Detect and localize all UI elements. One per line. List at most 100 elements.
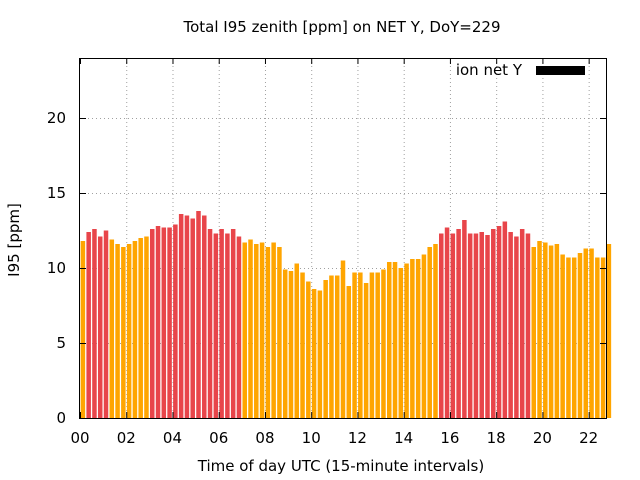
bar (566, 257, 571, 418)
bar (491, 229, 496, 418)
bar (439, 233, 444, 418)
bar (473, 233, 479, 418)
bar (242, 242, 247, 418)
x-tick-label: 08 (255, 429, 274, 447)
bar (138, 238, 143, 418)
bar (560, 254, 565, 418)
bar (317, 290, 323, 418)
grid (80, 58, 606, 418)
bar (433, 244, 438, 418)
bar (236, 236, 242, 418)
x-tick-label: 00 (70, 429, 89, 447)
bar (167, 227, 172, 418)
bar (375, 272, 380, 418)
bar (173, 224, 178, 418)
x-tick-label: 20 (533, 429, 552, 447)
bar (329, 275, 334, 418)
bar (508, 232, 513, 418)
bar (595, 257, 600, 418)
bar (462, 220, 467, 418)
bar (386, 262, 392, 418)
x-tick-label: 02 (117, 429, 136, 447)
bar (479, 232, 484, 418)
bar (600, 257, 606, 418)
bar (121, 247, 126, 418)
bar (485, 235, 490, 418)
bar (219, 229, 224, 418)
bar (300, 272, 305, 418)
bar (103, 230, 109, 418)
x-tick-label: 18 (487, 429, 506, 447)
bar (456, 229, 461, 418)
bar (398, 268, 404, 418)
bar (155, 226, 161, 418)
bar (352, 272, 357, 418)
chart-title: Total I95 zenith [ppm] on NET Y, DoY=229 (182, 18, 500, 36)
bar (144, 236, 149, 418)
bar (149, 229, 155, 418)
bar (282, 269, 288, 418)
bar (415, 259, 421, 418)
bar (450, 233, 456, 418)
bar (178, 214, 184, 418)
bar (184, 215, 190, 418)
x-tick-label: 10 (302, 429, 321, 447)
bar (213, 233, 219, 418)
bar (410, 259, 415, 418)
y-tick-label: 15 (47, 184, 66, 202)
bar (496, 226, 502, 418)
bar (502, 221, 508, 418)
bar (346, 286, 352, 418)
x-tick-label: 06 (209, 429, 228, 447)
bar (421, 254, 427, 418)
bar (519, 229, 525, 418)
bar (225, 233, 230, 418)
bars (80, 211, 612, 418)
bar (358, 272, 363, 418)
y-axis-label: I95 [ppm] (5, 203, 23, 277)
bar (202, 215, 207, 418)
plot-frame (79, 58, 607, 419)
bar (583, 248, 589, 418)
bar (80, 241, 86, 418)
bar (311, 289, 317, 418)
bar (571, 257, 577, 418)
bar (248, 239, 253, 418)
bar (271, 242, 276, 418)
bar (369, 272, 375, 418)
bar (323, 280, 328, 418)
legend-swatch (536, 66, 585, 75)
bar (306, 281, 311, 418)
bar (294, 263, 300, 418)
ticks (80, 58, 606, 419)
bar (392, 262, 398, 418)
bar (207, 229, 213, 418)
x-axis-label: Time of day UTC (15-minute intervals) (197, 457, 484, 475)
bar (190, 218, 195, 418)
bar (230, 229, 236, 418)
bar (606, 244, 612, 418)
bar (86, 232, 91, 418)
bar (92, 229, 97, 418)
bar (444, 227, 450, 418)
bar (427, 247, 432, 418)
bar (589, 248, 594, 418)
y-tick-label: 5 (56, 334, 66, 352)
bar (97, 236, 103, 418)
bar (196, 211, 201, 418)
x-tick-label: 14 (394, 429, 413, 447)
y-tick-label: 10 (47, 259, 66, 277)
bar (340, 260, 346, 418)
x-tick-label: 04 (163, 429, 182, 447)
x-tick-label: 16 (440, 429, 459, 447)
bar (514, 236, 519, 418)
x-tick-label: 12 (348, 429, 367, 447)
bar (363, 283, 369, 418)
y-tick-label: 20 (47, 109, 66, 127)
bar (543, 242, 548, 418)
bar (467, 233, 473, 418)
bar (531, 247, 537, 418)
bar (132, 241, 138, 418)
legend-label: ion net Y (456, 61, 523, 79)
